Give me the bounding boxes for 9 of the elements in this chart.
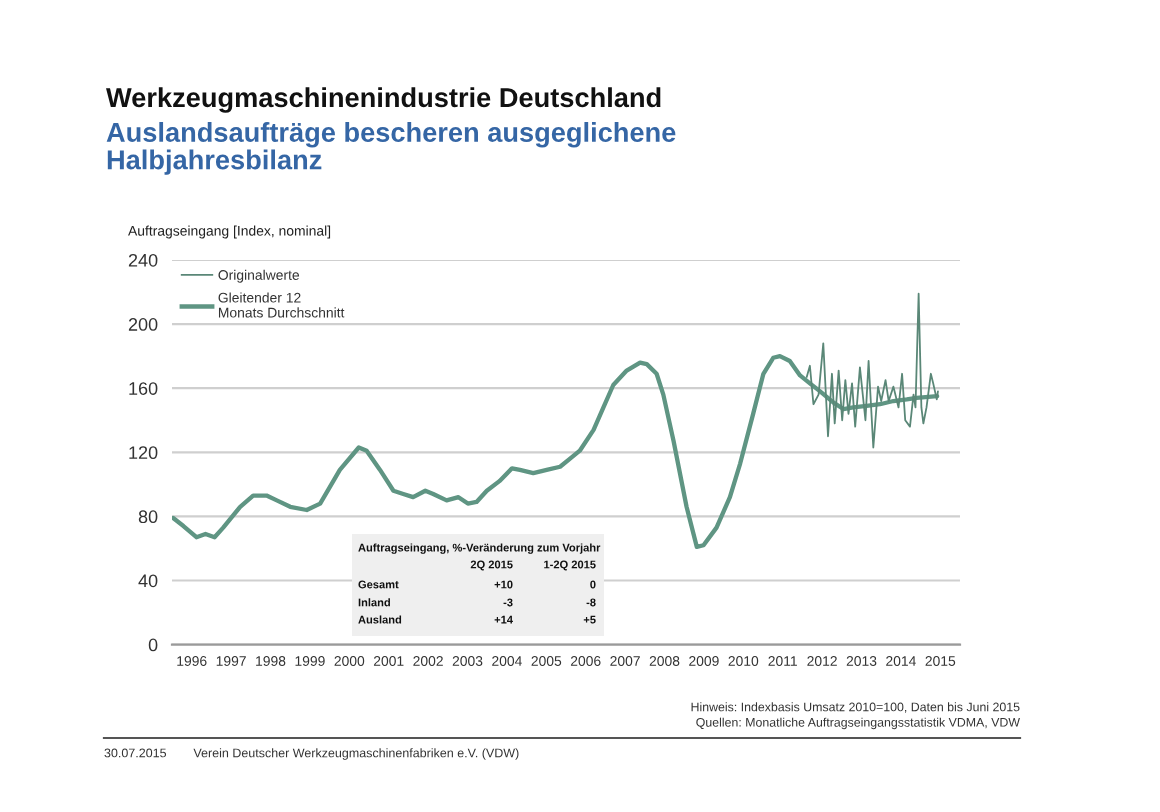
y-tick-label: 200 — [128, 318, 158, 331]
y-tick-label: 160 — [129, 382, 158, 395]
y-tick-label: 80 — [138, 510, 158, 524]
chart-title: Werkzeugmaschinenindustrie Deutschland — [106, 87, 661, 113]
y-tick-label: 0 — [148, 638, 158, 652]
chart-subtitle: Auslandsaufträge bescheren ausgeglichene Halbjahresbilanz — [106, 122, 676, 175]
y-tick-label: 40 — [138, 574, 158, 588]
y-tick-label: 120 — [129, 446, 158, 460]
y-tick-label: 240 — [128, 253, 158, 267]
